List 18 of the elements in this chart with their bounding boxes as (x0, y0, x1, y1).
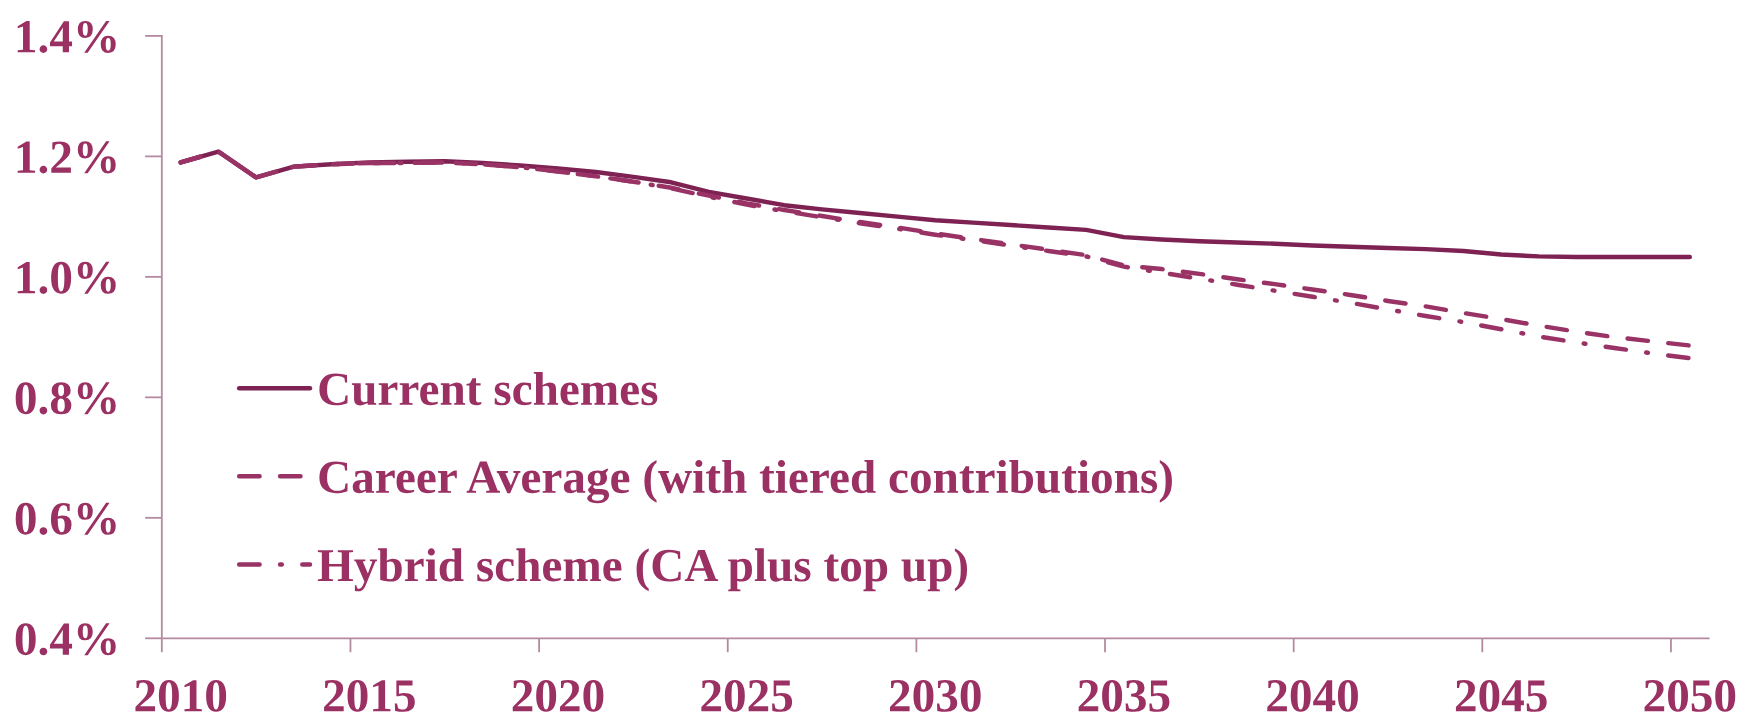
x-tick-label: 2035 (1078, 679, 1170, 712)
x-tick-label: 2015 (324, 679, 415, 712)
legend-label: Current schemes (319, 372, 658, 406)
y-tick-label: 0.6% (15, 502, 116, 535)
x-tick-label: 2025 (701, 679, 793, 712)
legend-label: Career Average (with tiered contributions) (319, 460, 1172, 504)
x-tick-label: 2010 (135, 679, 227, 712)
y-tick-label: 1.4% (17, 20, 116, 53)
legend-label: Hybrid scheme (CA plus top up) (317, 548, 968, 592)
x-tick-label: 2045 (1455, 679, 1547, 712)
x-tick-label: 2020 (512, 679, 604, 712)
x-tick-label: 2030 (890, 679, 981, 712)
x-tick-label: 2040 (1267, 679, 1358, 712)
y-tick-label: 0.4% (15, 623, 116, 656)
y-tick-label: 1.2% (17, 141, 116, 174)
x-tick-label: 2050 (1644, 679, 1736, 712)
y-tick-label: 1.0% (17, 261, 116, 294)
y-tick-label: 0.8% (15, 382, 116, 415)
